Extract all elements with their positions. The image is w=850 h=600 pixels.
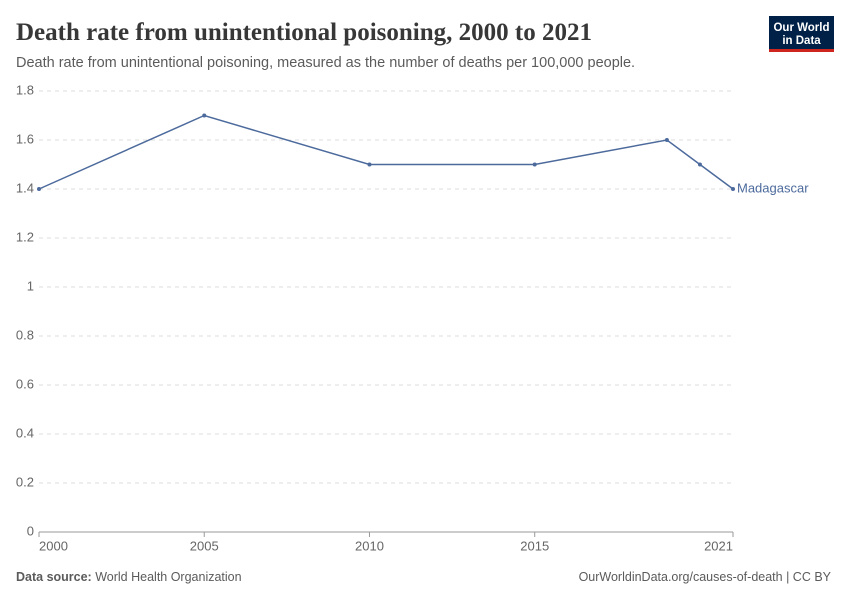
data-point [664, 138, 669, 142]
logo-stripe [769, 49, 834, 52]
data-point [367, 162, 372, 167]
chart-title: Death rate from unintentional poisoning,… [16, 19, 592, 46]
y-tick-label: 0.4 [16, 425, 34, 440]
logo-text: in Data [782, 35, 821, 47]
data-point [532, 162, 537, 167]
logo-text: Our World [773, 22, 829, 34]
data-point [202, 113, 207, 118]
y-tick-label: 0.8 [16, 327, 34, 342]
y-tick-label: 1.8 [16, 82, 34, 97]
data-point [37, 187, 41, 191]
x-tick-label: 2021 [704, 538, 733, 553]
logo-box [769, 16, 834, 52]
y-tick-label: 0.6 [16, 376, 34, 391]
y-tick-label: 0 [27, 523, 34, 538]
data-point [697, 162, 702, 167]
footer-link[interactable]: OurWorldinData.org/causes-of-death | CC … [579, 570, 832, 584]
x-tick-label: 2005 [190, 538, 219, 553]
y-tick-label: 0.2 [16, 474, 34, 489]
logo[interactable]: Our World in Data [769, 16, 834, 52]
chart-subtitle: Death rate from unintentional poisoning,… [16, 55, 635, 71]
y-tick-label: 1.6 [16, 131, 34, 146]
source-note: Data source: World Health Organization [16, 570, 242, 584]
y-tick-label: 1.2 [16, 229, 34, 244]
series-label: Madagascar [737, 180, 809, 195]
series-line [38, 114, 734, 190]
source: World Health Organization [95, 570, 241, 584]
source-label: Data source: [16, 570, 92, 584]
y-tick-label: 1 [27, 278, 34, 293]
x-tick-label: 2000 [39, 538, 68, 553]
x-tick-label: 2010 [355, 538, 384, 553]
y-tick-label: 1.4 [16, 180, 34, 195]
data-point [731, 187, 735, 191]
x-tick-label: 2015 [520, 538, 549, 553]
